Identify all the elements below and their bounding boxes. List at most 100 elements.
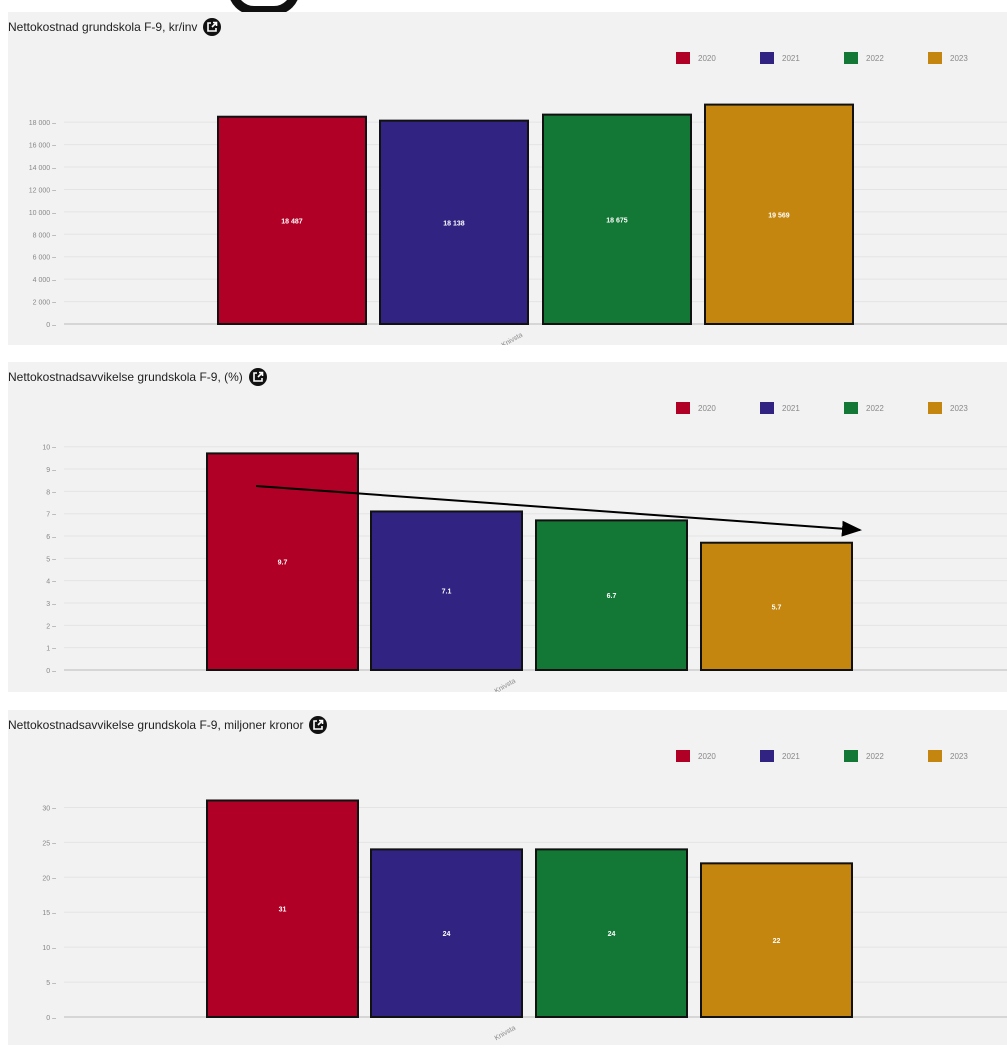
bar-chart-svg: 0 – 2 000 – 4 000 – 6 000 – 8 000 – 10 000 – 1… [29, 103, 1007, 345]
legend-swatch [928, 402, 942, 414]
legend-swatch [760, 750, 774, 762]
bar-chart-svg: 0 – 5 – 10 – 15 – 20 – 25 – 30 – 31 24 24 22 Knivst… [42, 799, 1007, 1042]
y-tick-label: 0 – [46, 1015, 56, 1022]
legend-label: 2021 [782, 751, 800, 761]
legend-label: 2023 [950, 53, 968, 63]
trend-arrow [255, 485, 862, 537]
bar-value-label: 6.7 [607, 593, 617, 600]
chart-title: Nettokostnadsavvikelse grundskola F-9, m… [8, 718, 304, 732]
external-link-icon[interactable] [203, 18, 222, 36]
y-tick-label: 6 000 – [33, 255, 56, 262]
bar-2020 [206, 799, 359, 1018]
legend-label: 2020 [698, 53, 716, 63]
legend-label: 2022 [866, 751, 884, 761]
bar-value-label: 18 138 [443, 220, 465, 227]
legend-label: 2021 [782, 403, 800, 413]
bar-2023 [700, 862, 853, 1018]
legend-label: 2021 [782, 53, 800, 63]
legend-item-2020[interactable]: 2020 [676, 402, 760, 414]
legend-label: 2020 [698, 403, 716, 413]
bar-chart-svg: 0 – 1 – 2 – 3 – 4 – 5 – 6 – 7 – 8 – 9 – 10 – 9.7 7.1… [42, 445, 1007, 692]
chart-panel-cost-per-inhabitant: Nettokostnad grundskola F-9, kr/inv 2020… [8, 12, 1007, 345]
x-category-label: Knivsta [501, 332, 524, 345]
bar-2021 [379, 119, 529, 325]
chart-title: Nettokostnadsavvikelse grundskola F-9, (… [8, 370, 243, 384]
legend-label: 2022 [866, 403, 884, 413]
y-tick-label: 10 000 – [29, 210, 56, 217]
bar-2022 [535, 848, 688, 1018]
bar-value-label: 7.1 [442, 589, 452, 596]
bar-value-label: 24 [608, 931, 616, 938]
y-tick-label: 5 – [46, 980, 56, 987]
legend-label: 2022 [866, 53, 884, 63]
y-tick-label: 10 – [42, 945, 56, 952]
y-tick-label: 30 – [42, 805, 56, 812]
legend-item-2020[interactable]: 2020 [676, 750, 760, 762]
legend-swatch [844, 750, 858, 762]
legend-item-2021[interactable]: 2021 [760, 52, 844, 64]
bar-2023 [700, 541, 853, 671]
y-tick-label: 9 – [46, 467, 56, 474]
legend-swatch [676, 402, 690, 414]
legend-item-2023[interactable]: 2023 [928, 750, 1007, 762]
bar-2022 [542, 113, 692, 326]
y-tick-label: 0 – [46, 322, 56, 329]
legend-swatch [760, 402, 774, 414]
legend-swatch [928, 52, 942, 64]
y-tick-label: 7 – [46, 512, 56, 519]
bar-value-label: 18 487 [281, 218, 303, 225]
legend-item-2020[interactable]: 2020 [676, 52, 760, 64]
external-link-icon[interactable] [248, 368, 267, 386]
legend-label: 2020 [698, 751, 716, 761]
legend-item-2022[interactable]: 2022 [844, 52, 928, 64]
legend-swatch [760, 52, 774, 64]
y-tick-label: 12 000 – [29, 187, 56, 194]
y-tick-label: 20 – [42, 875, 56, 882]
bar-2020 [206, 452, 359, 671]
y-tick-label: 14 000 – [29, 165, 56, 172]
y-tick-label: 4 – [46, 579, 56, 586]
y-tick-label: 8 000 – [33, 232, 56, 239]
bar-value-label: 19 569 [768, 212, 790, 219]
chart-panel-deviation-percent: Nettokostnadsavvikelse grundskola F-9, (… [8, 362, 1007, 692]
y-tick-label: 4 000 – [33, 277, 56, 284]
legend-label: 2023 [950, 751, 968, 761]
bar-value-label: 22 [773, 938, 781, 945]
chart-legend: 2020 2021 2022 2023 [676, 52, 1007, 64]
chart-title-row: Nettokostnadsavvikelse grundskola F-9, m… [8, 710, 328, 740]
y-tick-label: 3 – [46, 601, 56, 608]
y-tick-label: 0 – [46, 668, 56, 675]
x-category-label: Knivsta [494, 678, 517, 692]
legend-item-2023[interactable]: 2023 [928, 52, 1007, 64]
bar-value-label: 9.7 [278, 560, 288, 567]
y-tick-label: 2 000 – [33, 300, 56, 307]
y-tick-label: 5 – [46, 556, 56, 563]
bar-value-label: 18 675 [606, 217, 628, 224]
legend-swatch [844, 402, 858, 414]
legend-item-2021[interactable]: 2021 [760, 402, 844, 414]
bar-2022 [535, 519, 688, 671]
bar-2020 [217, 115, 367, 325]
chart-title-row: Nettokostnad grundskola F-9, kr/inv [8, 12, 222, 42]
y-tick-label: 25 – [42, 840, 56, 847]
external-link-icon[interactable] [309, 716, 328, 734]
y-tick-label: 10 – [42, 445, 56, 452]
bar-2023 [704, 103, 854, 325]
legend-swatch [844, 52, 858, 64]
chart-legend: 2020 2021 2022 2023 [676, 402, 1007, 414]
legend-item-2022[interactable]: 2022 [844, 750, 928, 762]
legend-swatch [676, 52, 690, 64]
y-tick-label: 15 – [42, 910, 56, 917]
bar-value-label: 5.7 [772, 604, 782, 611]
y-tick-label: 6 – [46, 534, 56, 541]
y-tick-label: 2 – [46, 623, 56, 630]
bar-2021 [370, 848, 523, 1018]
chart-title: Nettokostnad grundskola F-9, kr/inv [8, 20, 198, 34]
legend-item-2022[interactable]: 2022 [844, 402, 928, 414]
legend-swatch [928, 750, 942, 762]
y-tick-label: 16 000 – [29, 143, 56, 150]
legend-item-2023[interactable]: 2023 [928, 402, 1007, 414]
chart-title-row: Nettokostnadsavvikelse grundskola F-9, (… [8, 362, 267, 392]
bar-value-label: 31 [279, 907, 287, 914]
legend-item-2021[interactable]: 2021 [760, 750, 844, 762]
